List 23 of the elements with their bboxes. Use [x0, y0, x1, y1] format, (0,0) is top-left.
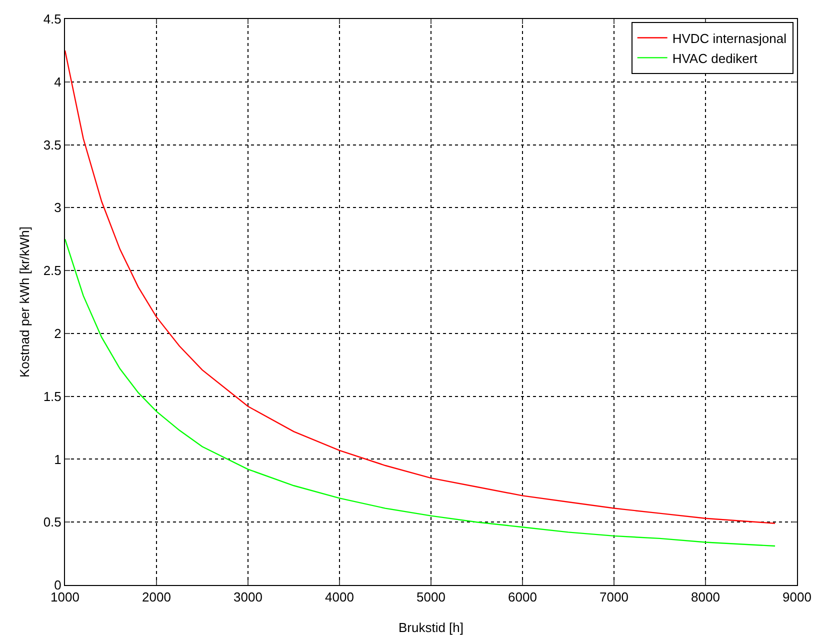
y-tick-label: 4.5: [43, 12, 62, 27]
x-tick-label: 7000: [600, 590, 628, 605]
y-tick-label: 2: [54, 326, 62, 341]
line-series: [65, 50, 776, 524]
y-tick-label: 1.5: [43, 388, 62, 404]
x-tick-label: 6000: [508, 590, 537, 605]
y-tick-label: 0.5: [43, 514, 62, 530]
y-tick-label: 2.5: [43, 263, 62, 278]
x-tick-label: 9000: [782, 590, 812, 605]
y-tick-label: 4: [54, 74, 62, 90]
x-tick-label: 5000: [416, 590, 446, 605]
y-tick-label: 3.5: [43, 137, 62, 152]
y-tick-label: 3: [54, 200, 62, 216]
x-tick-label: 4000: [325, 590, 354, 605]
x-tick-label: 3000: [234, 590, 262, 605]
x-axis-title: Brukstid [h]: [398, 620, 464, 635]
y-axis-title: Kostnad per kWh [kr/kWh]: [17, 226, 32, 378]
line-series: [65, 238, 776, 547]
y-tick-label: 1: [54, 452, 62, 467]
legend-label: HVDC internasjonal: [672, 30, 787, 46]
x-tick-label: 8000: [691, 590, 720, 605]
x-tick-label: 2000: [142, 590, 171, 605]
legend-label: HVAC dedikert: [672, 50, 758, 66]
